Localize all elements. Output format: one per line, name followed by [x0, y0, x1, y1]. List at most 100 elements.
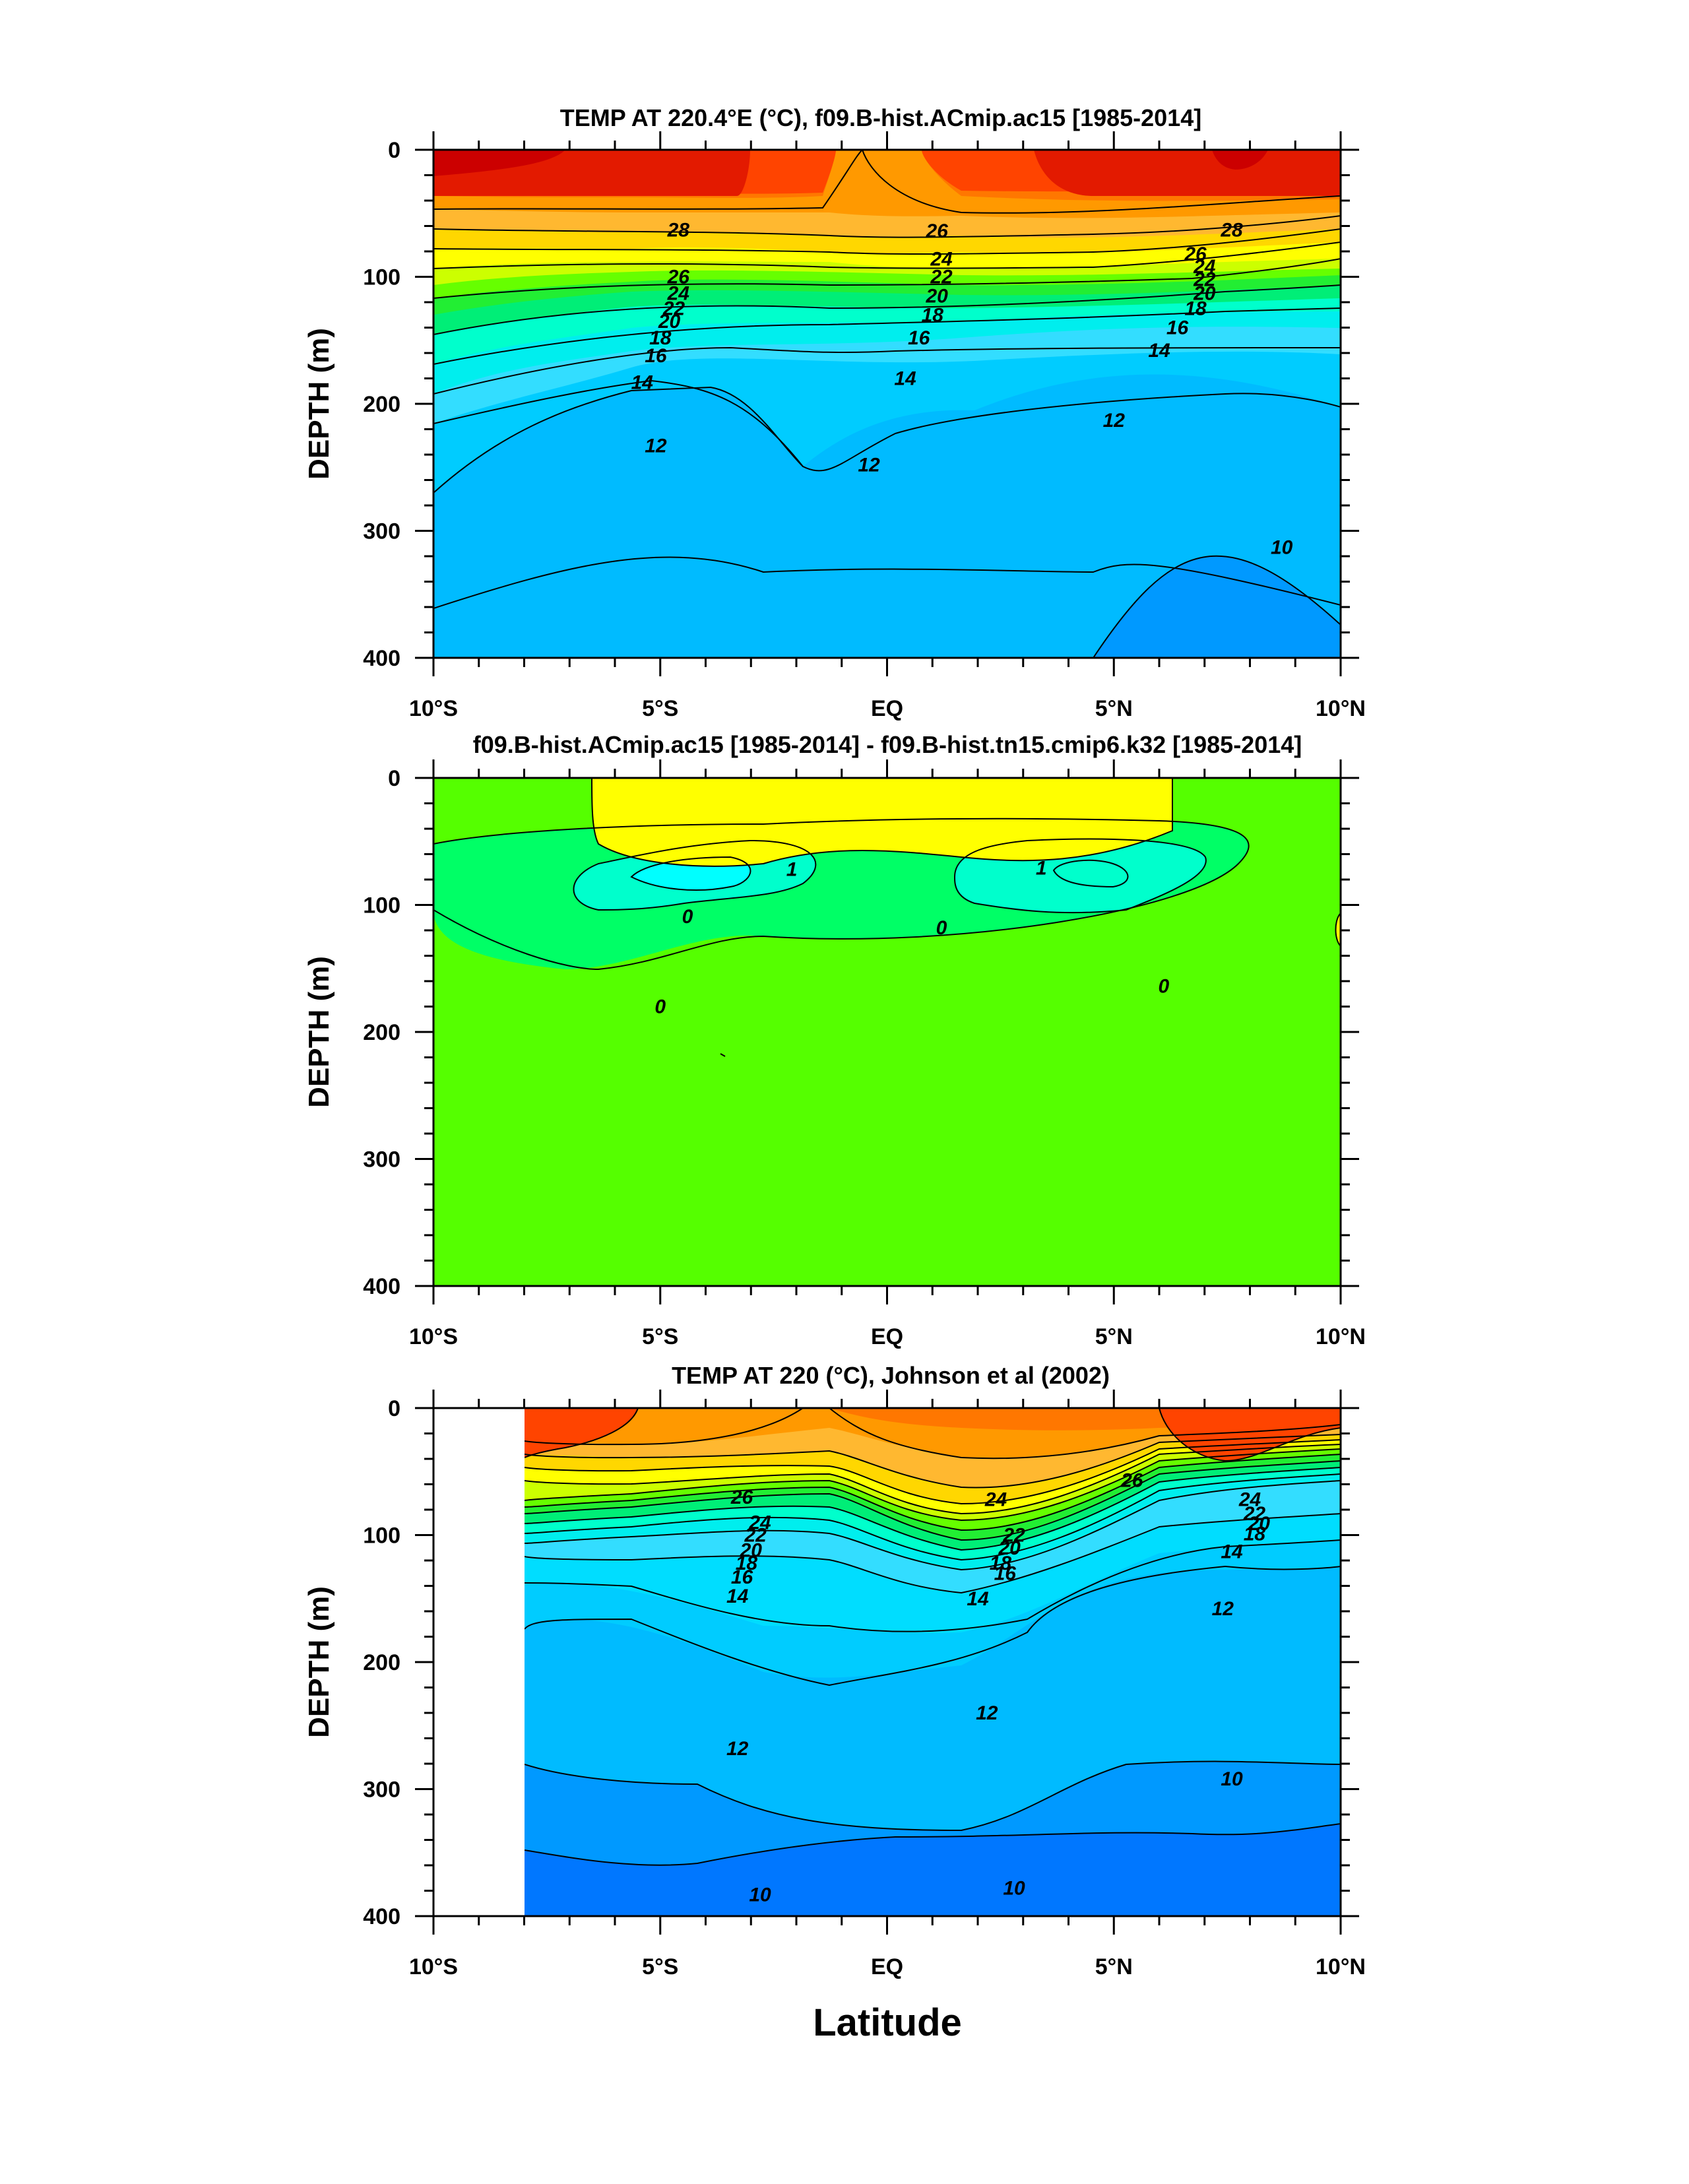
- contour-line: [1093, 555, 1341, 658]
- contour-line: [433, 258, 1341, 299]
- contour-label: 28: [667, 219, 690, 241]
- svg-text:10: 10: [1221, 1768, 1243, 1790]
- panel-difference: f09.B-hist.ACmip.ac15 [1985-2014] - f09.…: [303, 731, 1366, 1349]
- y-tick-label: 300: [363, 1778, 400, 1803]
- y-axis-label: DEPTH (m): [303, 328, 335, 480]
- x-tick-label: 5°N: [1095, 696, 1133, 721]
- contour-line: [525, 1460, 1341, 1541]
- svg-text:22: 22: [930, 267, 953, 288]
- svg-text:12: 12: [726, 1738, 749, 1760]
- svg-text:14: 14: [1221, 1541, 1243, 1563]
- contour-label: 22: [1193, 269, 1216, 290]
- contour-line: [1159, 1408, 1341, 1462]
- x-tick-label: 5°N: [1095, 1324, 1133, 1349]
- contour-label: 14: [1148, 340, 1170, 362]
- svg-text:14: 14: [967, 1588, 989, 1610]
- x-tick-label: 5°S: [642, 696, 678, 721]
- svg-text:26: 26: [730, 1487, 753, 1508]
- x-tick-label: 10°N: [1316, 1324, 1366, 1349]
- contour-line: [720, 1053, 726, 1057]
- svg-text:24: 24: [1193, 256, 1216, 278]
- svg-text:20: 20: [1193, 283, 1216, 305]
- field-band: [525, 1408, 638, 1458]
- svg-text:10: 10: [749, 1884, 771, 1906]
- svg-text:18: 18: [1184, 298, 1207, 320]
- contour-label: 10: [1271, 537, 1293, 559]
- no-data-region: [433, 1408, 525, 1916]
- svg-text:18: 18: [990, 1553, 1012, 1574]
- svg-text:22: 22: [1243, 1503, 1266, 1525]
- svg-text:14: 14: [894, 368, 916, 390]
- contour-label: 18: [1184, 298, 1207, 320]
- contour-label: 16: [994, 1562, 1017, 1584]
- y-tick-label: 200: [363, 392, 400, 417]
- y-tick-label: 100: [363, 1524, 400, 1549]
- contour-label: 24: [667, 283, 690, 305]
- contour-line: [525, 1473, 1341, 1561]
- x-tick-label: 5°S: [642, 1324, 678, 1349]
- contour-label: 24: [1238, 1489, 1261, 1511]
- y-axis-label: DEPTH (m): [303, 1586, 335, 1738]
- contour-label: 22: [1243, 1503, 1266, 1525]
- contour-line: [525, 1434, 1341, 1489]
- contour-label: 26: [730, 1487, 753, 1508]
- y-tick-label: 400: [363, 646, 400, 671]
- svg-text:20: 20: [658, 311, 681, 333]
- panel-title: TEMP AT 220 (°C), Johnson et al (2002): [672, 1362, 1110, 1389]
- contour-label: 1: [786, 859, 798, 881]
- contour-label: 12: [1212, 1598, 1234, 1620]
- x-tick-label: EQ: [871, 1954, 903, 1979]
- x-tick-label: 5°N: [1095, 1954, 1133, 1979]
- svg-text:16: 16: [731, 1566, 753, 1588]
- contour-line: [525, 1408, 804, 1446]
- contour-label: 28: [1220, 219, 1243, 241]
- svg-text:16: 16: [908, 327, 930, 349]
- svg-text:14: 14: [726, 1586, 749, 1607]
- svg-text:0: 0: [654, 996, 666, 1018]
- contour-label: 14: [631, 371, 654, 393]
- contour-line: [433, 818, 1250, 971]
- contour-line: [1052, 859, 1129, 888]
- svg-text:0: 0: [936, 917, 947, 939]
- x-tick-label: 10°N: [1316, 696, 1366, 721]
- contour-line: [433, 241, 1341, 269]
- contour-label: 10: [1003, 1878, 1025, 1900]
- contour-line: [573, 839, 817, 911]
- contour-label: 20: [658, 311, 681, 333]
- x-tick-label: 10°S: [409, 1954, 458, 1979]
- contour-line: [525, 1760, 1341, 1832]
- contour-label: 16: [731, 1566, 753, 1588]
- svg-text:1: 1: [1036, 858, 1047, 880]
- panel-observed-temperature: TEMP AT 220 (°C), Johnson et al (2002): [303, 1362, 1366, 1979]
- x-tick-label: EQ: [871, 696, 903, 721]
- svg-text:1: 1: [786, 859, 798, 881]
- contour-line: [525, 1448, 1341, 1522]
- svg-text:28: 28: [1220, 219, 1243, 241]
- contour-line: [829, 1408, 1341, 1460]
- svg-text:16: 16: [1166, 317, 1189, 339]
- y-tick-label: 200: [363, 1020, 400, 1045]
- svg-text:20: 20: [925, 285, 948, 307]
- contour-line: [433, 556, 1341, 609]
- contour-label: 14: [726, 1586, 749, 1607]
- contour-label: 20: [925, 285, 948, 307]
- contour-label: 20: [1248, 1513, 1271, 1535]
- y-tick-label: 300: [363, 519, 400, 544]
- contour-label: 18: [649, 327, 672, 349]
- contour-line: [433, 228, 1341, 255]
- contour-line: [525, 1467, 1341, 1551]
- contour-label: 16: [908, 327, 930, 349]
- svg-text:18: 18: [922, 304, 944, 326]
- field-band: [433, 150, 565, 176]
- svg-text:28: 28: [667, 219, 690, 241]
- y-tick-label: 0: [388, 1396, 400, 1421]
- contour-label: 26: [667, 267, 690, 288]
- svg-text:22: 22: [662, 298, 685, 320]
- svg-text:18: 18: [1244, 1524, 1266, 1545]
- contour-label: 14: [894, 368, 916, 390]
- contour-line: [433, 307, 1341, 365]
- contour-line: [433, 150, 863, 210]
- contour-label: 26: [1120, 1470, 1143, 1492]
- y-tick-label: 100: [363, 893, 400, 918]
